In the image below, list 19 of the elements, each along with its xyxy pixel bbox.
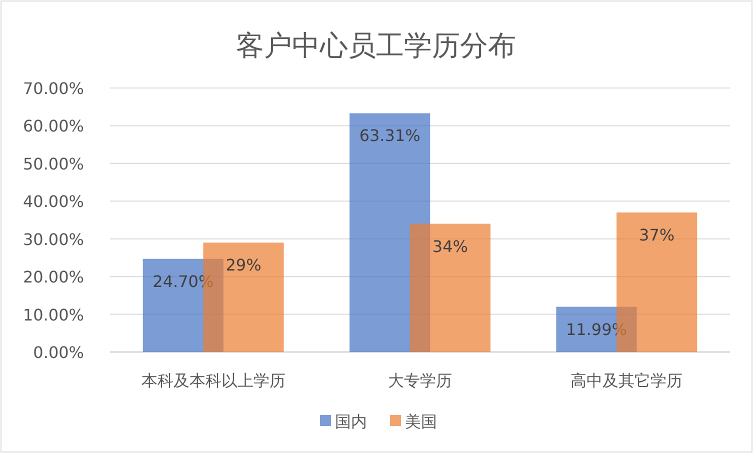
legend-label: 美国 xyxy=(405,412,437,431)
x-tick-label: 本科及本科以上学历 xyxy=(141,371,286,390)
data-label: 37% xyxy=(639,225,675,244)
x-tick-label: 高中及其它学历 xyxy=(570,371,683,390)
y-tick-label: 0.00% xyxy=(33,343,84,362)
y-tick-label: 60.00% xyxy=(22,116,84,136)
y-tick-label: 20.00% xyxy=(22,268,84,287)
legend-label: 国内 xyxy=(335,412,367,431)
data-label: 63.31% xyxy=(359,126,420,146)
y-tick-label: 30.00% xyxy=(22,230,84,249)
data-label: 34% xyxy=(432,236,468,256)
data-label: 29% xyxy=(226,256,262,275)
y-tick-label: 10.00% xyxy=(22,305,84,324)
y-tick-label: 70.00% xyxy=(22,79,84,98)
chart-title: 客户中心员工学历分布 xyxy=(236,29,516,62)
y-tick-label: 50.00% xyxy=(22,154,84,174)
x-tick-label: 大专学历 xyxy=(388,371,452,390)
bar xyxy=(410,224,490,352)
y-tick-label: 40.00% xyxy=(22,192,84,212)
